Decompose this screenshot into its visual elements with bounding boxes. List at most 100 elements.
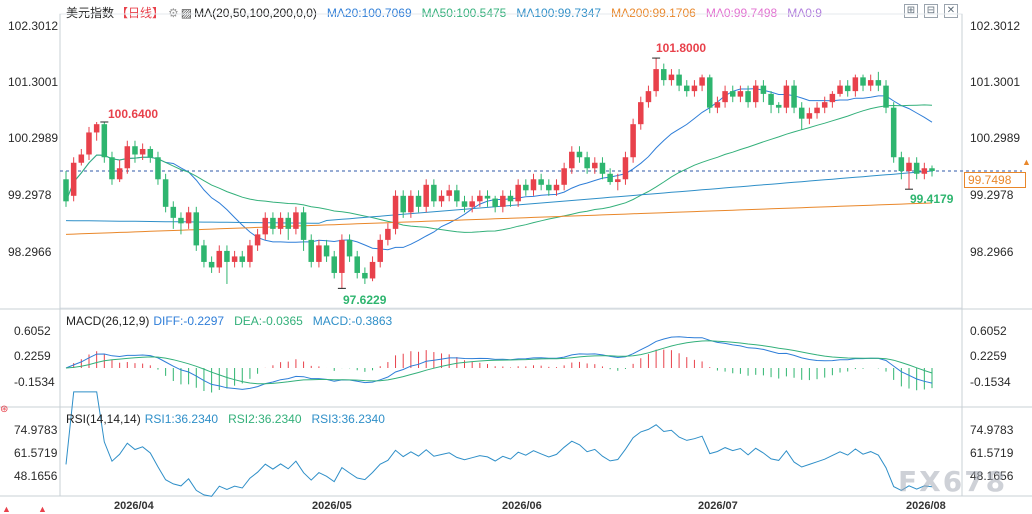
candle-body: [913, 162, 920, 174]
rsi1-label: RSI1:36.2340: [144, 412, 219, 426]
candle-body: [170, 206, 177, 218]
gear-icon[interactable]: ⚙: [168, 6, 179, 20]
candle-body: [408, 195, 414, 213]
candle-body: [745, 91, 751, 103]
candle-body: [155, 157, 161, 180]
candle-body: [775, 104, 782, 108]
candle-body: [706, 77, 713, 108]
macd-tick-right-2: -0.1534: [970, 375, 1011, 389]
x-tick-2: 2026/06: [502, 500, 542, 512]
candle-body: [523, 184, 529, 191]
close-icon[interactable]: ✕: [944, 4, 958, 18]
compare-icon[interactable]: ⊟: [924, 4, 938, 18]
candle-body: [622, 157, 629, 180]
candle-body: [446, 190, 452, 196]
candle-body: [178, 217, 184, 224]
candle-body: [676, 74, 682, 86]
candle-body: [806, 113, 813, 119]
candle-body: [546, 184, 552, 191]
candle-body: [216, 250, 223, 268]
candle-body: [722, 91, 728, 103]
candle-body: [162, 179, 169, 207]
candle-body: [798, 107, 805, 119]
candle-body: [262, 217, 269, 235]
x-tick-0: 2026/04: [114, 500, 154, 512]
candle-body: [293, 212, 299, 229]
candle-body: [699, 77, 705, 86]
macd-diff-line: [65, 336, 933, 390]
candle-body: [561, 168, 567, 185]
candle-body: [431, 184, 437, 202]
ma0b-label: MA0:9: [787, 6, 822, 20]
candle-body: [454, 190, 460, 202]
corner-arrow-icon[interactable]: ▲: [2, 504, 11, 514]
period-label[interactable]: 【日线】: [116, 6, 165, 20]
crosshair-icon[interactable]: ⊛: [0, 404, 9, 415]
candle-body: [270, 217, 276, 229]
ma200-line: [65, 202, 933, 235]
candle-body: [821, 102, 828, 108]
rsi-title: RSI(14,14,14): [66, 412, 141, 426]
candle-body: [668, 74, 675, 81]
macd-title: MACD(26,12,9): [66, 314, 150, 328]
candle-body: [63, 179, 69, 202]
candle-body: [323, 245, 330, 257]
candle-body: [638, 102, 644, 125]
grid-icon[interactable]: ⊞: [904, 4, 918, 18]
x-tick-3: 2026/07: [698, 500, 738, 512]
macd-tick-right-0: 0.6052: [970, 324, 1007, 338]
candle-body: [507, 195, 514, 202]
macd-tick-left-1: 0.2259: [14, 349, 51, 363]
candle-body: [768, 93, 774, 105]
ma-label: MA(20,50,100,200,0,0): [194, 6, 317, 20]
candle-body: [438, 195, 445, 202]
macd-tick-right-1: 0.2259: [970, 349, 1007, 363]
macd-legend: MACD(26,12,9) DIFF:-0.2297 DEA:-0.0365 MACD…: [66, 314, 402, 328]
candle-body: [239, 256, 246, 262]
ma20-label: MA20:100.7069: [326, 6, 412, 20]
ma0a-label: MA0:99.7498: [705, 6, 778, 20]
candle-body: [346, 239, 353, 257]
current-price-tag: 99.7498: [964, 172, 1026, 188]
candle-body: [791, 85, 797, 108]
candle-body: [492, 198, 498, 207]
price-tick-left-1: 101.3001: [8, 75, 59, 89]
candle-body: [737, 91, 744, 97]
candle-body: [185, 212, 192, 224]
candle-body: [814, 107, 820, 114]
price-tick-right-4: 98.2966: [970, 245, 1014, 259]
macd-dea-line: [65, 340, 933, 385]
candle-body: [844, 85, 851, 92]
candle-body: [254, 234, 261, 246]
candle-body: [116, 168, 123, 180]
candle-body: [584, 157, 590, 169]
candle-body: [883, 85, 889, 108]
candle-body: [93, 124, 100, 133]
candle-body: [515, 184, 521, 202]
ma-settings-icon[interactable]: ▨: [180, 6, 193, 20]
candle-body: [400, 195, 406, 213]
candle-body: [684, 85, 690, 92]
rsi2-label: RSI2:36.2340: [228, 412, 302, 426]
candle-body: [224, 250, 230, 262]
candle-body: [569, 151, 575, 169]
candle-body: [867, 80, 874, 86]
candle-body: [277, 217, 284, 229]
candle-body: [592, 162, 598, 169]
candle-body: [929, 168, 935, 172]
candle-body: [576, 151, 583, 158]
ma100-line: [65, 170, 933, 224]
rsi3-label: RSI3:36.2340: [311, 412, 385, 426]
price-tick-right-1: 101.3001: [970, 75, 1021, 89]
candle-body: [553, 184, 560, 191]
candle-body: [461, 201, 468, 207]
price-tick-right-2: 100.2989: [970, 131, 1021, 145]
high-annotation-2: 101.8000: [656, 41, 707, 55]
low-annotation-1: 97.6229: [343, 293, 387, 307]
candle-body: [362, 272, 368, 279]
candle-body: [691, 85, 698, 92]
scroll-arrow-icon[interactable]: ▲: [38, 504, 47, 514]
candle-body: [377, 239, 383, 262]
rsi-tick-left-2: 48.1656: [14, 469, 58, 483]
